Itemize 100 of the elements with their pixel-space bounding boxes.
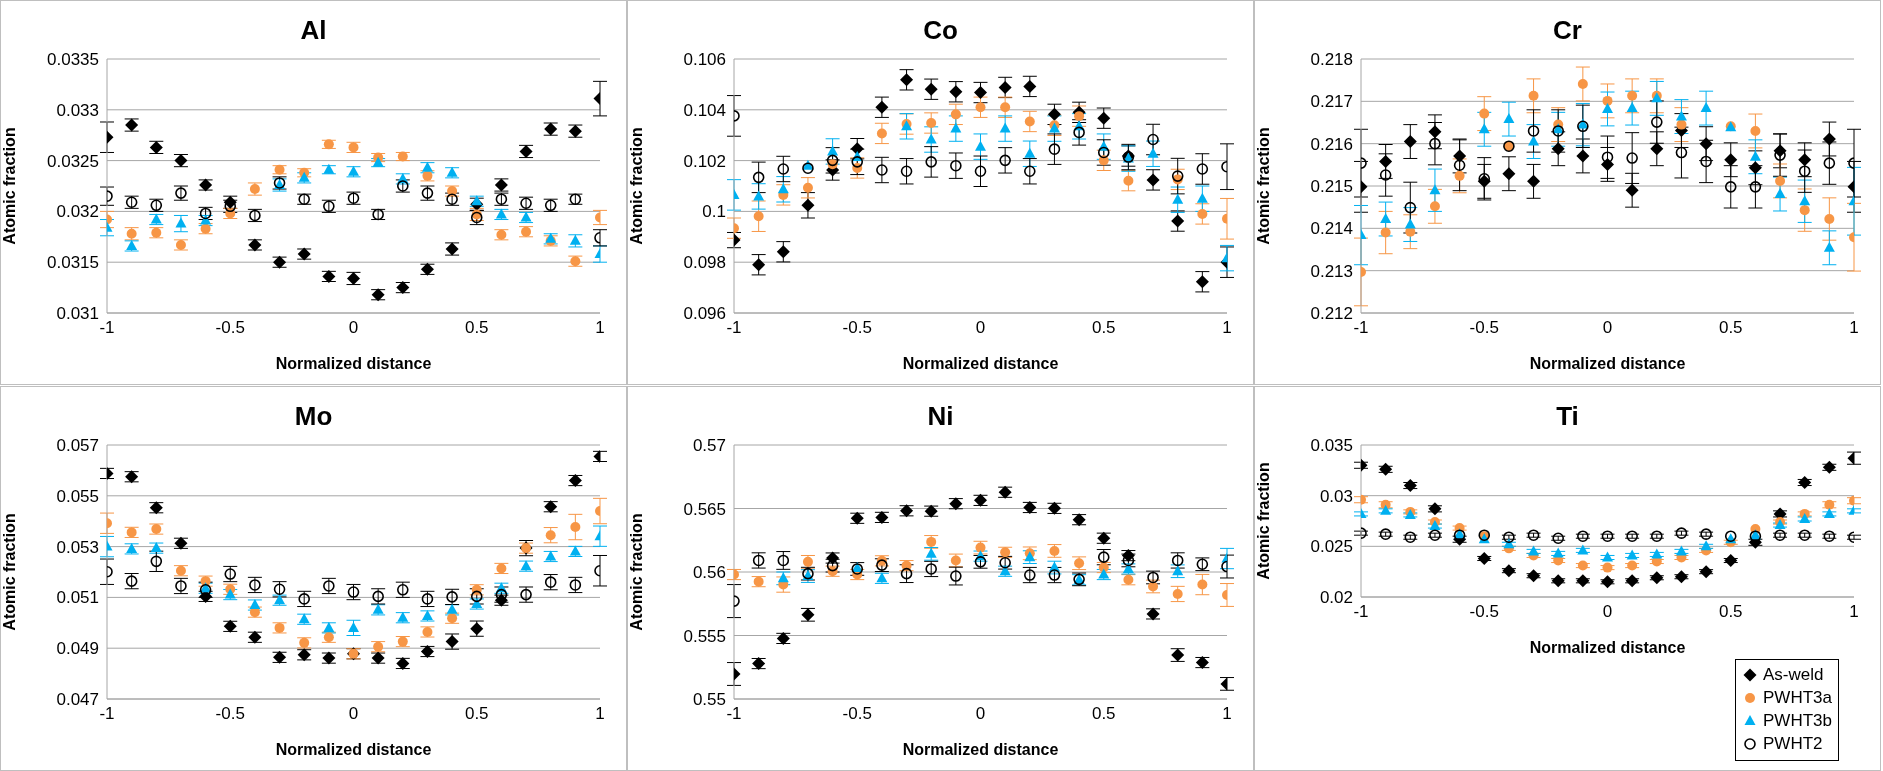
point <box>1577 560 1588 571</box>
point <box>925 156 937 168</box>
point <box>1824 499 1835 510</box>
y-tick-label: 0.102 <box>683 151 726 171</box>
point <box>1551 142 1565 156</box>
point <box>1823 157 1836 169</box>
chart-title: Ni <box>926 399 955 433</box>
point <box>1576 573 1590 587</box>
y-tick-label: 0.212 <box>1310 304 1353 324</box>
point <box>777 554 790 566</box>
x-tick-label: -1 <box>1353 601 1369 621</box>
point <box>1822 132 1836 146</box>
point <box>1527 528 1540 541</box>
point <box>900 73 914 87</box>
x-tick-label: 1 <box>595 318 605 338</box>
point <box>753 211 764 222</box>
point <box>752 171 765 184</box>
point <box>1527 174 1541 188</box>
point <box>1379 462 1393 476</box>
point <box>1748 161 1762 175</box>
y-tick-label: 0.0325 <box>47 151 99 171</box>
x-tick-label: -0.5 <box>215 703 245 723</box>
x-tick-label: 1 <box>1849 601 1859 621</box>
point <box>1749 181 1762 193</box>
y-tick-label: 0.213 <box>1310 261 1353 281</box>
x-tick-label: -1 <box>99 703 115 723</box>
point <box>1453 149 1467 163</box>
point <box>1380 227 1391 238</box>
x-tick-label: 0.5 <box>464 703 489 723</box>
chart-title: Co <box>922 14 959 47</box>
x-tick-label: 0.5 <box>1091 318 1116 338</box>
point <box>1404 201 1417 214</box>
x-axis-title: Normalized distance <box>902 740 1059 758</box>
y-axis-title: Atomic fraction <box>1254 127 1272 245</box>
point <box>827 145 839 156</box>
legend-label: As-weld <box>1763 665 1824 685</box>
point <box>1429 201 1440 212</box>
y-tick-label: 0.0335 <box>47 50 99 70</box>
point <box>1675 110 1687 121</box>
point <box>1171 170 1184 182</box>
point <box>1429 528 1441 541</box>
y-tick-label: 0.096 <box>683 304 726 324</box>
y-tick-label: 0.1 <box>702 202 726 222</box>
point <box>1023 79 1037 93</box>
point <box>1576 149 1590 163</box>
point <box>1379 154 1393 168</box>
y-tick-label: 0.049 <box>56 638 99 658</box>
point <box>1650 570 1664 584</box>
y-axis-title: Atomic fraction <box>1254 461 1272 580</box>
x-tick-label: -1 <box>99 318 115 338</box>
point <box>1074 111 1085 122</box>
point <box>876 164 888 176</box>
point <box>1380 213 1392 224</box>
point <box>1674 569 1688 583</box>
point <box>876 128 887 139</box>
point <box>1700 155 1712 168</box>
point <box>1577 543 1589 554</box>
y-axis-title: Atomic fraction <box>627 127 645 245</box>
point <box>974 86 987 100</box>
point <box>1528 90 1539 101</box>
y-axis-title: Atomic fraction <box>627 512 645 631</box>
y-tick-label: 0.053 <box>56 537 99 557</box>
chart-title: Mo <box>293 399 334 433</box>
point <box>1626 102 1638 113</box>
point <box>1147 147 1159 158</box>
x-tick-label: 0.5 <box>464 318 489 338</box>
point <box>1626 529 1638 542</box>
y-tick-label: 0.057 <box>56 435 99 455</box>
point <box>1477 551 1491 565</box>
x-tick-label: -0.5 <box>215 318 245 338</box>
point <box>1602 95 1613 106</box>
legend-label: PWHT2 <box>1763 734 1823 754</box>
point <box>1503 113 1515 124</box>
x-tick-label: 0 <box>348 318 359 338</box>
point <box>926 118 937 128</box>
point <box>1197 208 1208 219</box>
point <box>1627 90 1638 101</box>
point <box>924 82 938 96</box>
point <box>925 547 937 558</box>
point <box>1146 173 1160 187</box>
y-axis-title: Atomic fraction <box>0 127 18 245</box>
point <box>1625 183 1639 197</box>
point <box>900 567 913 579</box>
point <box>1403 478 1417 492</box>
point <box>1171 214 1185 228</box>
y-tick-label: 0.025 <box>1310 536 1353 556</box>
point <box>1195 275 1209 289</box>
point <box>1097 146 1110 159</box>
x-axis-title: Normalized distance <box>1529 355 1686 372</box>
y-tick-label: 0.0315 <box>47 253 99 273</box>
legend-label: PWHT3b <box>1763 711 1832 731</box>
point <box>1650 142 1664 156</box>
y-tick-label: 0.047 <box>56 689 99 709</box>
y-axis-title: Atomic fraction <box>0 512 18 631</box>
point <box>975 140 986 151</box>
point <box>1625 573 1639 587</box>
point <box>1073 126 1085 139</box>
point <box>1822 460 1836 474</box>
point <box>1577 78 1588 89</box>
point <box>1651 116 1663 128</box>
